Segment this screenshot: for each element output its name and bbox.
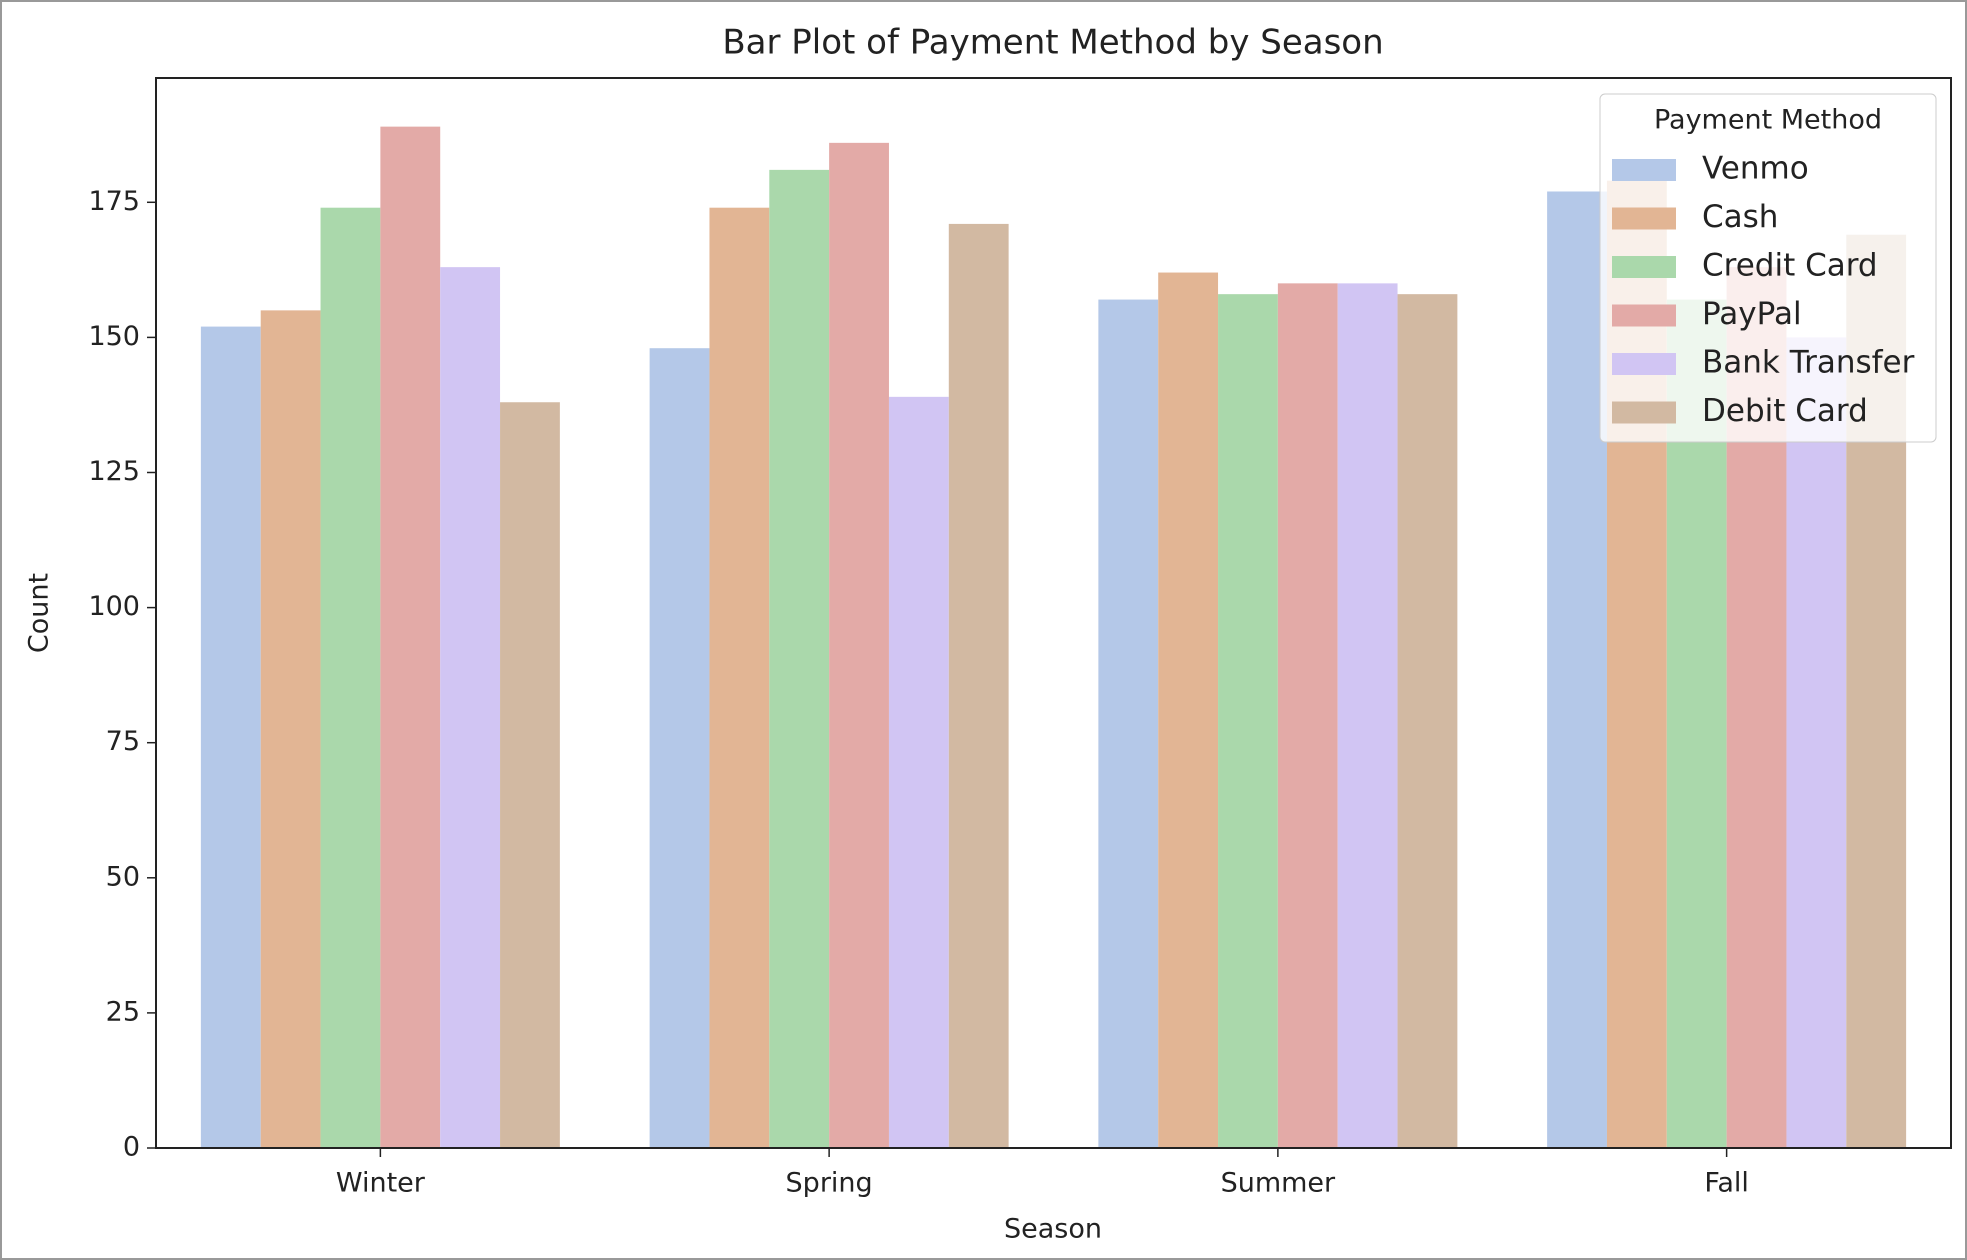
bar — [440, 267, 501, 1148]
y-tick-label: 25 — [106, 996, 140, 1027]
legend-label: Credit Card — [1702, 248, 1878, 284]
y-tick-label: 75 — [106, 726, 140, 757]
bar — [769, 169, 830, 1149]
bar — [829, 142, 889, 1148]
legend-label: Bank Transfer — [1702, 345, 1915, 381]
bar — [500, 402, 560, 1148]
legend-label: Venmo — [1702, 151, 1809, 187]
legend-title: Payment Method — [1654, 105, 1882, 136]
y-tick-label: 100 — [88, 591, 140, 622]
chart-title: Bar Plot of Payment Method by Season — [722, 23, 1383, 63]
legend-label: Cash — [1702, 199, 1778, 235]
plot-frame — [155, 77, 1952, 1149]
y-tick-label: 50 — [106, 861, 140, 892]
legend-swatch — [1612, 304, 1676, 327]
legend-swatch — [1612, 256, 1676, 278]
legend-swatch — [1612, 207, 1676, 230]
legend-box — [1599, 93, 1937, 443]
x-tick-label: Winter — [336, 1168, 426, 1199]
bar — [649, 348, 710, 1148]
bar — [1397, 294, 1458, 1148]
x-axis-label: Season — [1004, 1214, 1102, 1245]
legend-swatch — [1612, 401, 1676, 424]
bar — [709, 207, 770, 1149]
bar — [1547, 191, 1607, 1148]
legend-swatch — [1612, 159, 1676, 181]
bar — [1158, 272, 1219, 1149]
bar — [1337, 283, 1398, 1149]
x-tick-label: Fall — [1704, 1168, 1749, 1199]
legend-label: Debit Card — [1702, 393, 1868, 429]
y-tick-label: 175 — [88, 186, 140, 217]
y-tick-label: 125 — [88, 456, 140, 487]
bar — [1277, 283, 1338, 1149]
legend-label: PayPal — [1702, 296, 1802, 332]
bar — [200, 326, 261, 1149]
legend-swatch — [1612, 353, 1676, 375]
x-tick-label: Summer — [1221, 1168, 1336, 1199]
y-tick-label: 150 — [88, 321, 140, 352]
bar — [888, 396, 949, 1148]
legend: Payment Method Venmo Cash Credit Card PayPal… — [1599, 93, 1937, 443]
x-tick-label: Spring — [786, 1168, 873, 1199]
bar — [380, 126, 441, 1149]
bar — [1098, 299, 1159, 1148]
bar — [948, 223, 1009, 1149]
bar — [260, 310, 321, 1148]
y-axis-label: Count — [24, 573, 55, 653]
bar — [1786, 337, 1847, 1149]
bar — [1218, 294, 1278, 1148]
y-tick-label: 0 — [123, 1132, 140, 1163]
bar — [320, 207, 381, 1149]
